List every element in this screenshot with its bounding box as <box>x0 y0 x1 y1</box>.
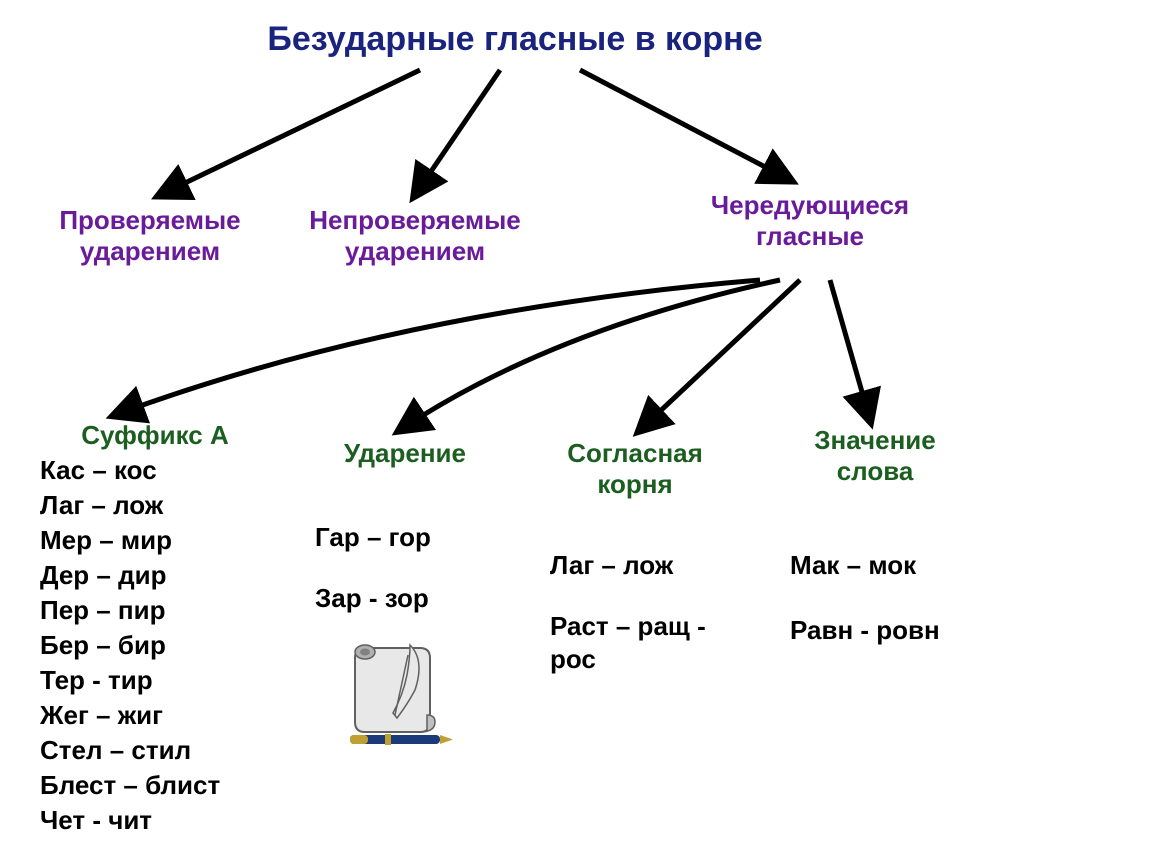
suffix-a-item-5: Бер – бир <box>40 630 166 661</box>
subcategory-2: Согласная корня <box>540 438 730 500</box>
subcategory-3: Значение слова <box>780 425 970 487</box>
suffix-a-item-0: Кас – кос <box>40 455 157 486</box>
arrow-1 <box>415 70 500 195</box>
suffix-a-item-3: Дер – дир <box>40 560 166 591</box>
arrow-0 <box>160 70 420 195</box>
meaning-item-1: Равн - ровн <box>790 615 940 646</box>
suffix-a-item-10: Чет - чит <box>40 805 152 836</box>
stress-item-0: Гар – гор <box>315 522 431 553</box>
arrow-6 <box>830 280 870 420</box>
arrow-4 <box>400 280 780 430</box>
scroll-feather-icon <box>335 630 465 760</box>
arrow-2 <box>580 70 790 180</box>
main-title: Безударные гласные в корне <box>200 20 830 59</box>
category-1: Непроверяемые ударением <box>290 205 540 267</box>
category-0: Проверяемые ударением <box>40 205 260 267</box>
category-2: Чередующиеся гласные <box>680 190 940 252</box>
arrow-5 <box>640 280 800 430</box>
suffix-a-item-1: Лаг – лож <box>40 490 163 521</box>
arrow-3 <box>115 280 760 415</box>
consonant-item-1: Раст – ращ - рос <box>550 610 750 675</box>
consonant-item-0: Лаг – лож <box>550 550 673 581</box>
suffix-a-item-7: Жег – жиг <box>40 700 163 731</box>
subcategory-1: Ударение <box>320 438 490 469</box>
stress-item-1: Зар - зор <box>315 583 429 614</box>
suffix-a-item-2: Мер – мир <box>40 525 172 556</box>
suffix-a-item-4: Пер – пир <box>40 595 166 626</box>
suffix-a-item-6: Тер - тир <box>40 665 153 696</box>
meaning-item-0: Мак – мок <box>790 550 916 581</box>
suffix-a-item-9: Блест – блист <box>40 770 220 801</box>
subcategory-0: Суффикс А <box>60 420 250 451</box>
suffix-a-item-8: Стел – стил <box>40 735 191 766</box>
